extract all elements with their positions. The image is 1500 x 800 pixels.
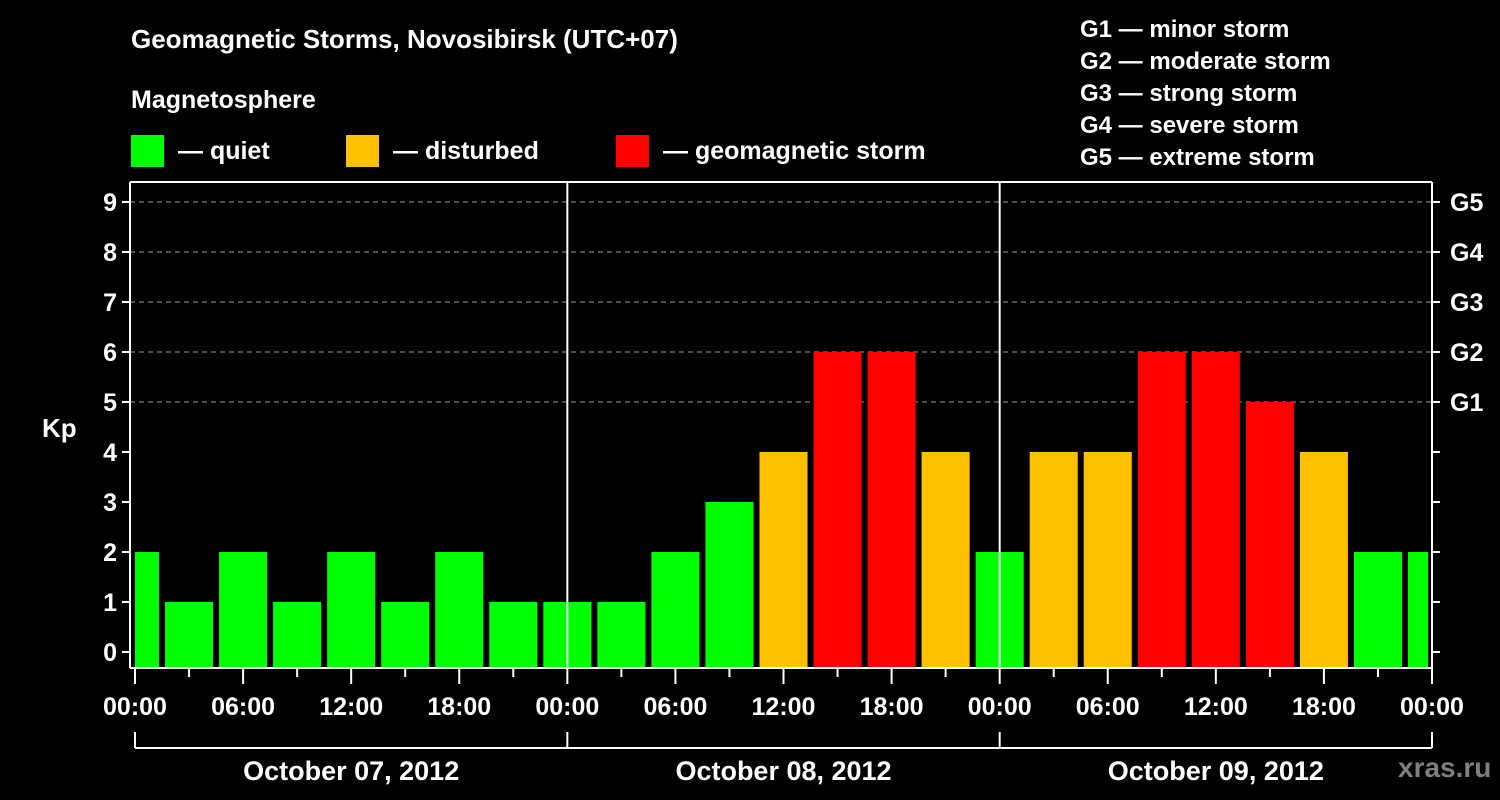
g-scale-g1: G1 — minor storm xyxy=(1080,16,1290,43)
legend-label-disturbed: — disturbed xyxy=(393,136,539,165)
y-tick-label: 8 xyxy=(103,239,117,267)
g-scale-axis-label: G4 xyxy=(1450,239,1483,267)
legend-swatch-storm xyxy=(616,135,649,167)
kp-bar xyxy=(1083,452,1132,668)
x-tick-label: 06:00 xyxy=(643,693,707,721)
kp-bar xyxy=(381,602,430,668)
x-tick-label: 06:00 xyxy=(1076,693,1140,721)
legend-label-quiet: — quiet xyxy=(178,136,270,165)
x-tick-label: 00:00 xyxy=(1400,693,1464,721)
g-scale-axis-label: G1 xyxy=(1450,389,1483,417)
kp-bar xyxy=(1245,402,1294,668)
kp-bar xyxy=(219,552,268,668)
x-tick-label: 18:00 xyxy=(1292,693,1356,721)
y-tick-label: 4 xyxy=(103,439,117,467)
x-tick-label: 18:00 xyxy=(860,693,924,721)
kp-bar xyxy=(597,602,646,668)
kp-bar xyxy=(435,552,484,668)
g-scale-axis-label: G5 xyxy=(1450,189,1483,217)
x-tick-label: 00:00 xyxy=(968,693,1032,721)
kp-bar xyxy=(489,602,538,668)
x-tick-label: 00:00 xyxy=(103,693,167,721)
g-scale-axis-label: G3 xyxy=(1450,289,1483,317)
x-tick-label: 06:00 xyxy=(211,693,275,721)
kp-bar xyxy=(135,552,160,668)
legend-title: Magnetosphere xyxy=(131,86,316,114)
kp-bar xyxy=(1407,552,1428,668)
day-label: October 09, 2012 xyxy=(1108,756,1324,786)
kp-bar xyxy=(1029,452,1078,668)
kp-bar xyxy=(1353,552,1402,668)
kp-bar xyxy=(921,452,970,668)
g-scale-legend: G1 — minor storm G2 — moderate storm G3 … xyxy=(1080,14,1331,174)
g-scale-g3: G3 — strong storm xyxy=(1080,80,1298,107)
kp-bar xyxy=(759,452,808,668)
y-tick-label: 6 xyxy=(103,339,117,367)
day-label: October 07, 2012 xyxy=(243,756,459,786)
kp-bar xyxy=(651,552,700,668)
kp-bar xyxy=(1137,352,1186,668)
y-tick-label: 5 xyxy=(103,389,117,417)
chart-title: Geomagnetic Storms, Novosibirsk (UTC+07) xyxy=(131,24,678,54)
g-scale-g5: G5 — extreme storm xyxy=(1080,144,1315,171)
g-scale-g2: G2 — moderate storm xyxy=(1080,48,1331,75)
legend-swatch-disturbed xyxy=(346,135,379,167)
x-tick-label: 12:00 xyxy=(1184,693,1248,721)
kp-bar xyxy=(327,552,376,668)
watermark: xras.ru xyxy=(1398,752,1492,783)
x-tick-label: 12:00 xyxy=(752,693,816,721)
legend-label-storm: — geomagnetic storm xyxy=(663,136,926,165)
y-tick-label: 3 xyxy=(103,489,117,517)
y-tick-label: 0 xyxy=(103,639,117,667)
kp-bar xyxy=(705,502,754,668)
y-tick-label: 1 xyxy=(103,589,117,617)
x-tick-label: 18:00 xyxy=(427,693,491,721)
legend-item-quiet: — quiet xyxy=(131,134,270,168)
kp-bar xyxy=(273,602,322,668)
kp-bar xyxy=(1191,352,1240,668)
y-tick-label: 2 xyxy=(103,539,117,567)
legend-item-storm: — geomagnetic storm xyxy=(616,134,926,168)
kp-bar xyxy=(1299,452,1348,668)
g-scale-axis-label: G2 xyxy=(1450,339,1483,367)
kp-bar xyxy=(867,352,916,668)
kp-bar xyxy=(813,352,862,668)
g-scale-g4: G4 — severe storm xyxy=(1080,112,1299,139)
y-tick-label: 7 xyxy=(103,289,117,317)
x-tick-label: 12:00 xyxy=(319,693,383,721)
legend-item-disturbed: — disturbed xyxy=(346,134,539,168)
y-tick-label: 9 xyxy=(103,189,117,217)
legend-swatch-quiet xyxy=(131,135,164,167)
x-tick-label: 00:00 xyxy=(535,693,599,721)
day-label: October 08, 2012 xyxy=(675,756,891,786)
kp-bar xyxy=(165,602,214,668)
y-axis-label: Kp xyxy=(42,413,77,443)
